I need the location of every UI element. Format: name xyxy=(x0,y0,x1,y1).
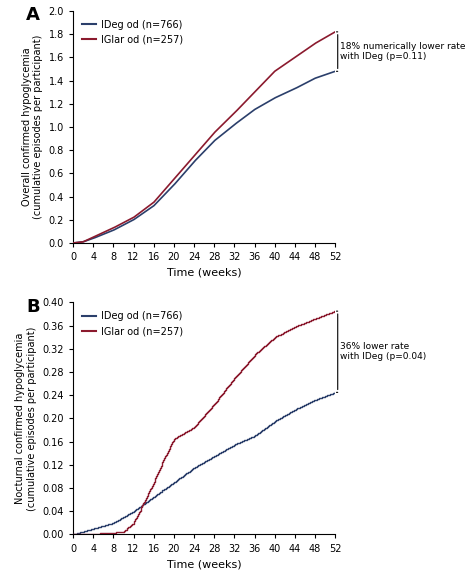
X-axis label: Time (weeks): Time (weeks) xyxy=(167,559,241,569)
Text: B: B xyxy=(26,298,39,316)
Y-axis label: Overall confirmed hypoglycemia
(cumulative episodes per participant): Overall confirmed hypoglycemia (cumulati… xyxy=(21,35,43,219)
Y-axis label: Nocturnal confirmed hypoglycemia
(cumulative episodes per participant): Nocturnal confirmed hypoglycemia (cumula… xyxy=(15,326,37,511)
X-axis label: Time (weeks): Time (weeks) xyxy=(167,268,241,278)
Legend: IDeg od (n=766), IGlar od (n=257): IDeg od (n=766), IGlar od (n=257) xyxy=(78,308,187,340)
Text: 36% lower rate
with IDeg (p=0.04): 36% lower rate with IDeg (p=0.04) xyxy=(340,342,426,362)
Text: A: A xyxy=(26,6,40,24)
Text: 18% numerically lower rate
with IDeg (p=0.11): 18% numerically lower rate with IDeg (p=… xyxy=(340,42,465,61)
Legend: IDeg od (n=766), IGlar od (n=257): IDeg od (n=766), IGlar od (n=257) xyxy=(78,16,187,48)
